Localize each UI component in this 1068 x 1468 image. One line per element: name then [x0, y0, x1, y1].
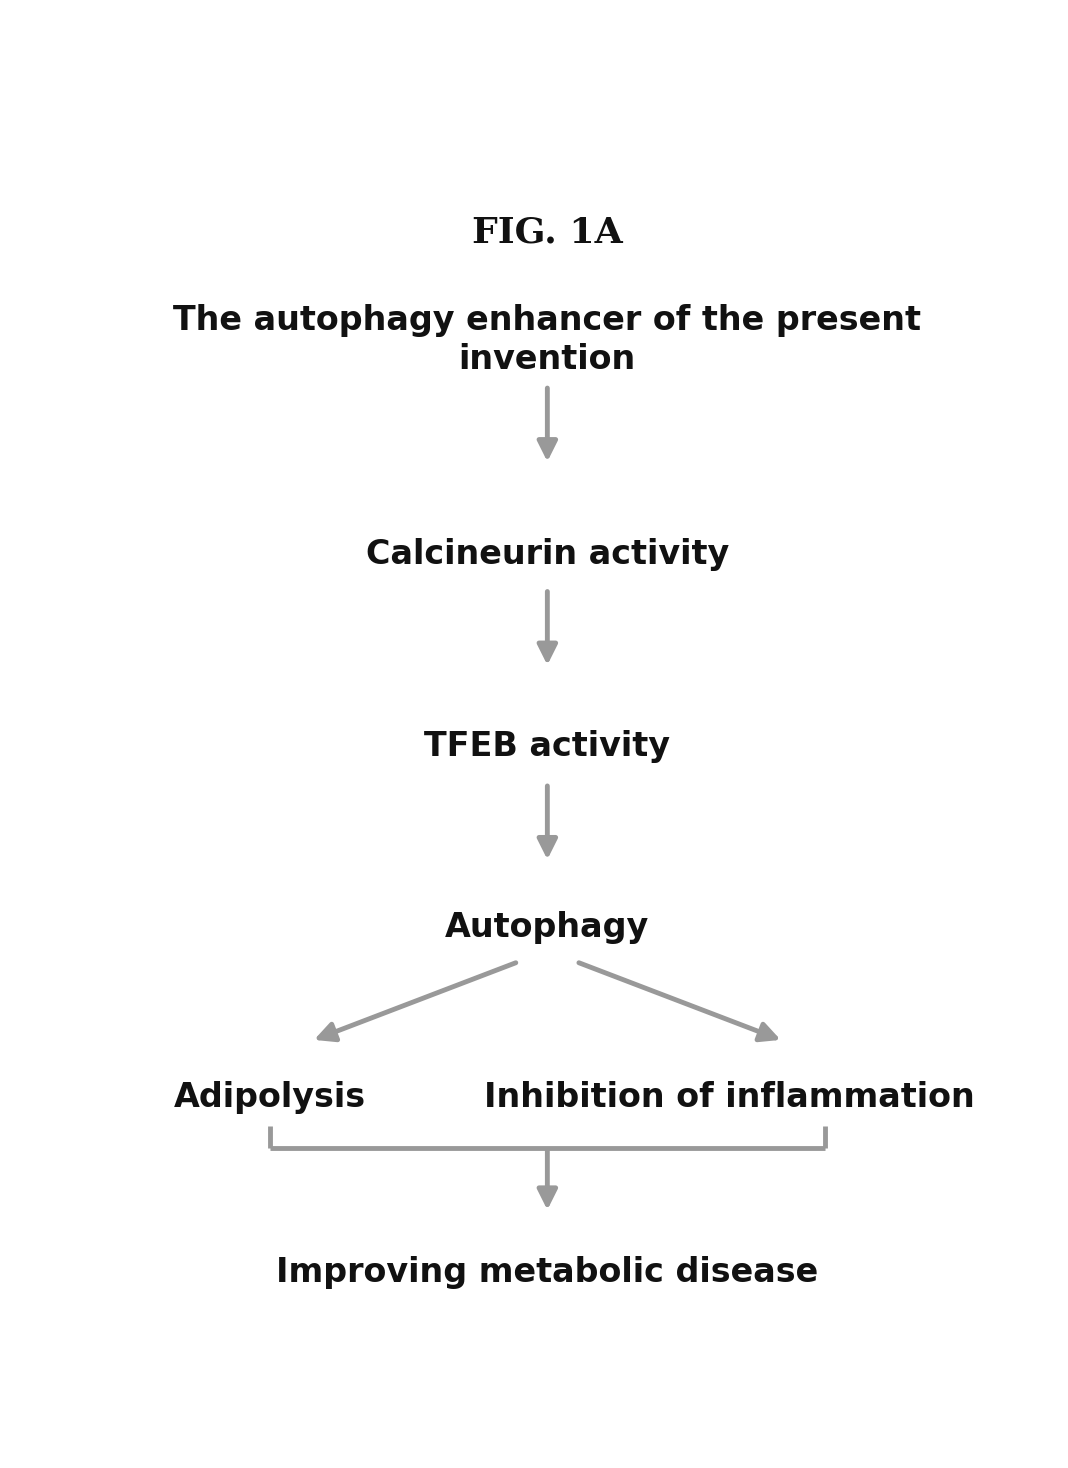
Text: The autophagy enhancer of the present
invention: The autophagy enhancer of the present in…: [173, 304, 922, 376]
Text: Autophagy: Autophagy: [445, 912, 649, 944]
Text: Adipolysis: Adipolysis: [174, 1080, 366, 1114]
Text: FIG. 1A: FIG. 1A: [472, 216, 623, 250]
Text: Improving metabolic disease: Improving metabolic disease: [277, 1257, 818, 1289]
Text: TFEB activity: TFEB activity: [424, 731, 671, 763]
Text: Calcineurin activity: Calcineurin activity: [365, 539, 729, 571]
Text: Inhibition of inflammation: Inhibition of inflammation: [484, 1080, 975, 1114]
